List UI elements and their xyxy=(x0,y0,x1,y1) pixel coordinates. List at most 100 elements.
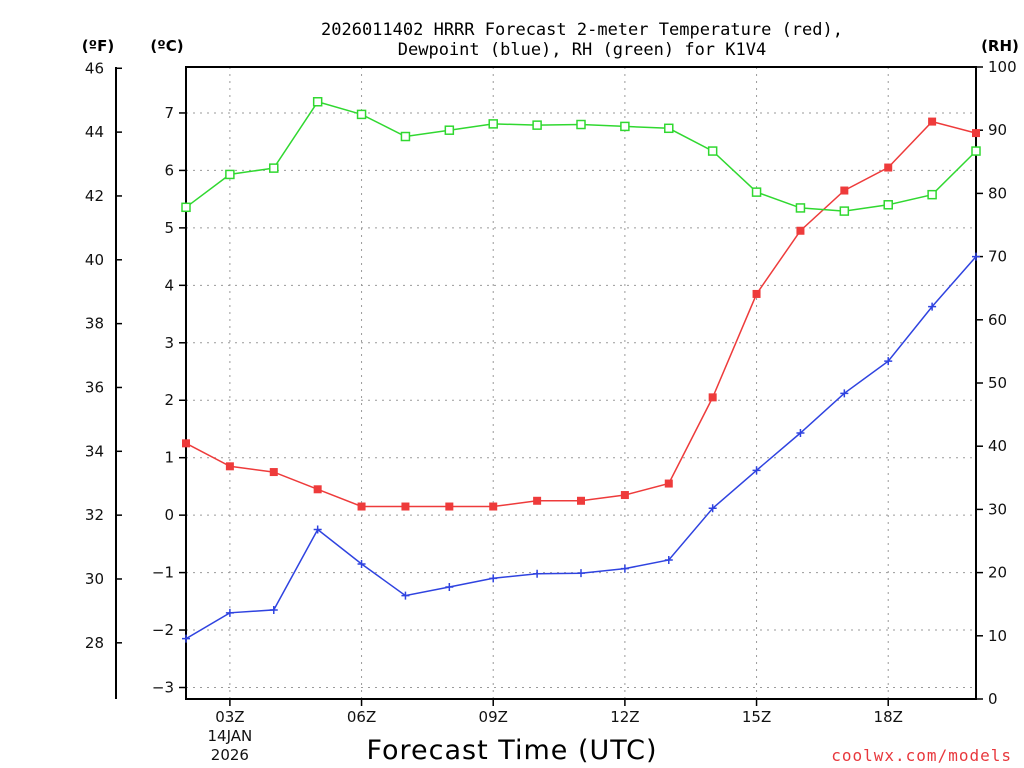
credit-text: coolwx.com/models xyxy=(831,746,1012,765)
temperature-point-6z xyxy=(357,502,366,511)
rh-tick-label: 10 xyxy=(988,627,1007,645)
celsius-tick-label: 7 xyxy=(164,104,174,122)
fahrenheit-tick-label: 38 xyxy=(85,315,104,333)
temperature-point-15z xyxy=(752,289,761,298)
fahrenheit-tick-label: 32 xyxy=(85,506,104,524)
celsius-tick-label: 5 xyxy=(164,219,174,237)
temperature-point-2z xyxy=(182,439,190,448)
temperature-point-5z xyxy=(313,485,322,494)
temperature-point-7z xyxy=(401,502,410,511)
rh-point-10z xyxy=(532,120,542,130)
x-tick-label-03Z: 03Z xyxy=(215,708,244,726)
dewpoint-point-10z xyxy=(533,569,542,578)
rh-point-15z xyxy=(751,187,762,197)
rh-tick-label: 0 xyxy=(988,690,998,708)
rh-point-12z xyxy=(620,121,630,132)
fahrenheit-tick-label: 44 xyxy=(85,123,104,141)
temperature-point-11z xyxy=(577,496,585,505)
fahrenheit-tick-label: 40 xyxy=(85,251,104,269)
rh-point-3z xyxy=(225,169,235,180)
dewpoint-point-14z xyxy=(708,504,717,513)
x-tick-year-label: 2026 xyxy=(211,746,249,764)
rh-point-5z xyxy=(312,97,323,107)
series-dewpoint xyxy=(182,252,980,643)
celsius-tick-label: 1 xyxy=(164,449,174,467)
celsius-tick-label: 3 xyxy=(164,334,174,352)
temperature-point-4z xyxy=(269,468,278,477)
rh-tick-label: 70 xyxy=(988,248,1007,266)
dewpoint-point-11z xyxy=(577,569,585,578)
dewpoint-point-7z xyxy=(401,591,410,600)
data-series xyxy=(181,97,981,643)
dewpoint-point-9z xyxy=(489,574,498,583)
temperature-line xyxy=(185,120,977,508)
temperature-point-8z xyxy=(445,502,454,511)
dewpoint-point-20z xyxy=(972,252,980,261)
dewpoint-point-16z xyxy=(796,428,805,437)
dewpoint-line xyxy=(185,256,977,640)
temperature-point-10z xyxy=(533,496,542,505)
dewpoint-point-17z xyxy=(840,389,849,398)
rh-point-20z xyxy=(971,146,981,156)
x-tick-label-06Z: 06Z xyxy=(347,708,376,726)
axes xyxy=(115,66,977,700)
dewpoint-point-12z xyxy=(620,564,629,573)
rh-point-7z xyxy=(400,131,411,142)
rh-tick-label: 60 xyxy=(988,311,1007,329)
temperature-point-12z xyxy=(620,491,629,500)
fahrenheit-tick-label: 30 xyxy=(85,570,104,588)
temperature-point-9z xyxy=(489,502,498,511)
series-temperature xyxy=(182,117,980,511)
rh-point-6z xyxy=(356,109,367,120)
rh-point-17z xyxy=(839,206,850,216)
x-axis-label: Forecast Time (UTC) xyxy=(366,735,657,766)
fahrenheit-tick-label: 36 xyxy=(85,378,104,396)
dewpoint-point-8z xyxy=(445,582,454,591)
x-tick-label-18Z: 18Z xyxy=(874,708,903,726)
celsius-tick-label: 6 xyxy=(164,161,174,179)
celsius-tick-label: 2 xyxy=(164,391,174,409)
rh-point-16z xyxy=(795,203,806,213)
rh-point-4z xyxy=(269,163,279,173)
rh-tick-label: 100 xyxy=(988,58,1017,76)
dewpoint-point-13z xyxy=(664,555,673,564)
temperature-point-16z xyxy=(796,226,805,235)
rh-point-8z xyxy=(444,125,455,135)
temperature-point-14z xyxy=(708,393,717,402)
temperature-point-20z xyxy=(972,129,980,138)
fahrenheit-tick-label: 42 xyxy=(85,187,104,205)
celsius-unit-label: (ºC) xyxy=(150,37,183,55)
tick-labels: −3−2−10123456728303234363840424446010203… xyxy=(85,58,1017,764)
dewpoint-point-18z xyxy=(884,357,893,366)
chart-title-line2: Dewpoint (blue), RH (green) for K1V4 xyxy=(398,40,766,60)
celsius-tick-label: −2 xyxy=(152,621,174,639)
fahrenheit-tick-label: 28 xyxy=(85,634,104,652)
rh-point-9z xyxy=(488,119,498,129)
x-tick-label-09Z: 09Z xyxy=(479,708,508,726)
rh-point-14z xyxy=(707,146,718,156)
gridlines xyxy=(186,67,976,699)
celsius-tick-label: 0 xyxy=(164,506,174,524)
rh-unit-label: (RH) xyxy=(981,37,1019,55)
rh-tick-label: 50 xyxy=(988,374,1007,392)
rh-point-18z xyxy=(883,200,893,210)
rh-tick-label: 40 xyxy=(988,437,1007,455)
temperature-point-19z xyxy=(928,117,937,126)
rh-tick-label: 90 xyxy=(988,121,1007,139)
dewpoint-point-15z xyxy=(752,466,761,475)
dewpoint-point-4z xyxy=(269,605,278,614)
rh-point-2z xyxy=(181,202,191,213)
x-tick-label-15Z: 15Z xyxy=(742,708,771,726)
celsius-tick-label: −1 xyxy=(152,564,174,582)
fahrenheit-tick-label: 34 xyxy=(85,442,104,460)
rh-tick-label: 30 xyxy=(988,500,1007,518)
dewpoint-point-19z xyxy=(928,302,937,311)
chart-title-line1: 2026011402 HRRR Forecast 2-meter Tempera… xyxy=(321,20,843,40)
rh-line xyxy=(185,100,977,212)
temperature-point-18z xyxy=(884,163,893,172)
temperature-point-13z xyxy=(664,479,673,488)
dewpoint-point-6z xyxy=(357,559,366,568)
series-rh xyxy=(181,97,981,216)
dewpoint-point-2z xyxy=(182,634,190,643)
